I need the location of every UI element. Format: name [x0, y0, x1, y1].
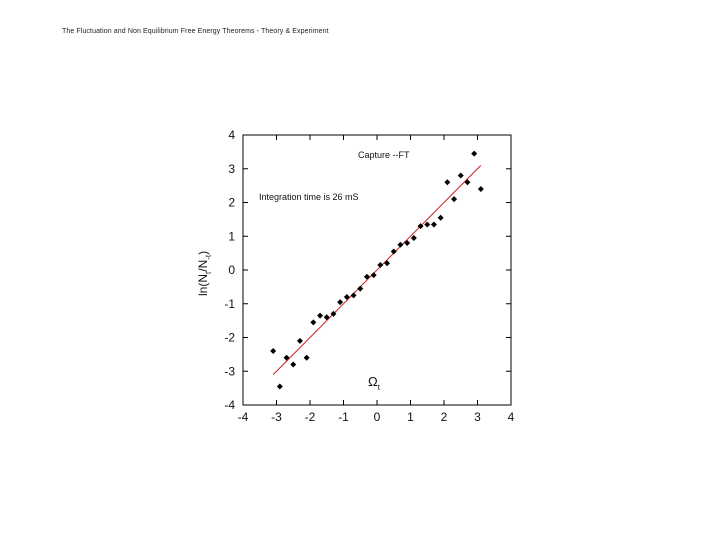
x-tick-label: 0 — [374, 410, 381, 424]
data-point — [404, 240, 411, 246]
data-point — [317, 312, 324, 319]
data-point — [444, 179, 451, 186]
data-point — [276, 383, 283, 390]
x-tick-label: -3 — [271, 410, 282, 424]
data-point — [283, 354, 290, 361]
y-tick-label: 3 — [228, 162, 235, 176]
data-point — [370, 272, 377, 279]
data-point — [464, 179, 471, 186]
x-axis-label-main: Ω — [368, 374, 378, 389]
data-point — [296, 337, 303, 344]
y-axis-label-part-a: ln(N — [196, 274, 210, 296]
data-point — [330, 310, 337, 317]
data-point — [451, 196, 458, 203]
page-title: The Fluctuation and Non Equilibrium Free… — [62, 28, 329, 35]
y-axis-label-part-e: ) — [196, 251, 210, 255]
y-axis-label-part-d: -t — [204, 254, 213, 260]
y-tick-label: 1 — [228, 229, 235, 243]
data-point — [363, 273, 370, 280]
x-tick-label: -4 — [238, 410, 249, 424]
data-point — [424, 221, 431, 228]
y-tick-label: 0 — [228, 263, 235, 277]
x-tick-label: -1 — [338, 410, 349, 424]
y-tick-label: -3 — [224, 364, 235, 378]
x-tick-label: -2 — [305, 410, 316, 424]
y-axis-label-part-b: t — [204, 271, 213, 274]
data-point — [410, 234, 417, 241]
x-tick-label: 4 — [508, 410, 515, 424]
x-tick-label: 3 — [474, 410, 481, 424]
fit-line — [272, 165, 482, 375]
data-point — [323, 314, 330, 321]
y-axis-label-part-c: /N — [196, 260, 210, 272]
x-tick-label: 2 — [441, 410, 448, 424]
y-tick-label: -4 — [224, 398, 235, 412]
data-point — [384, 260, 391, 267]
x-tick-label: 1 — [407, 410, 414, 424]
y-tick-label: 2 — [228, 196, 235, 210]
annotation-integration-time: Integration time is 26 mS — [259, 192, 359, 202]
data-point — [417, 223, 424, 230]
data-point — [397, 241, 404, 248]
data-point — [390, 248, 397, 255]
y-axis-label: ln(Nt/N-t) — [196, 251, 213, 296]
data-point — [477, 186, 484, 192]
data-point — [357, 285, 364, 292]
y-tick-label: -1 — [224, 297, 235, 311]
y-tick-label: 4 — [228, 128, 235, 142]
data-point — [350, 292, 357, 299]
data-point — [457, 172, 464, 179]
data-point — [270, 348, 277, 354]
x-axis-label: Ωt — [368, 374, 381, 392]
x-axis-label-subscript: t — [378, 383, 381, 392]
annotation-capture: Capture --FT — [358, 150, 410, 160]
y-tick-label: -2 — [224, 331, 235, 345]
data-point — [310, 319, 317, 326]
data-point — [430, 221, 437, 228]
data-point — [337, 299, 344, 306]
data-point — [471, 150, 478, 157]
data-point — [290, 361, 297, 368]
data-point — [377, 261, 384, 268]
data-point — [303, 354, 310, 361]
data-point — [437, 214, 444, 221]
data-point — [343, 294, 350, 300]
